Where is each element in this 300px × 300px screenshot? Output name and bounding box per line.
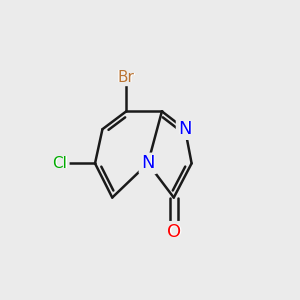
Text: Cl: Cl xyxy=(52,156,68,171)
Text: N: N xyxy=(141,154,155,172)
Text: N: N xyxy=(140,154,155,172)
Text: O: O xyxy=(166,223,182,241)
Text: Cl: Cl xyxy=(52,156,68,171)
Text: Br: Br xyxy=(118,70,135,85)
Text: N: N xyxy=(178,120,193,138)
Text: Br: Br xyxy=(117,70,136,85)
Text: N: N xyxy=(178,120,192,138)
Text: O: O xyxy=(167,223,181,241)
